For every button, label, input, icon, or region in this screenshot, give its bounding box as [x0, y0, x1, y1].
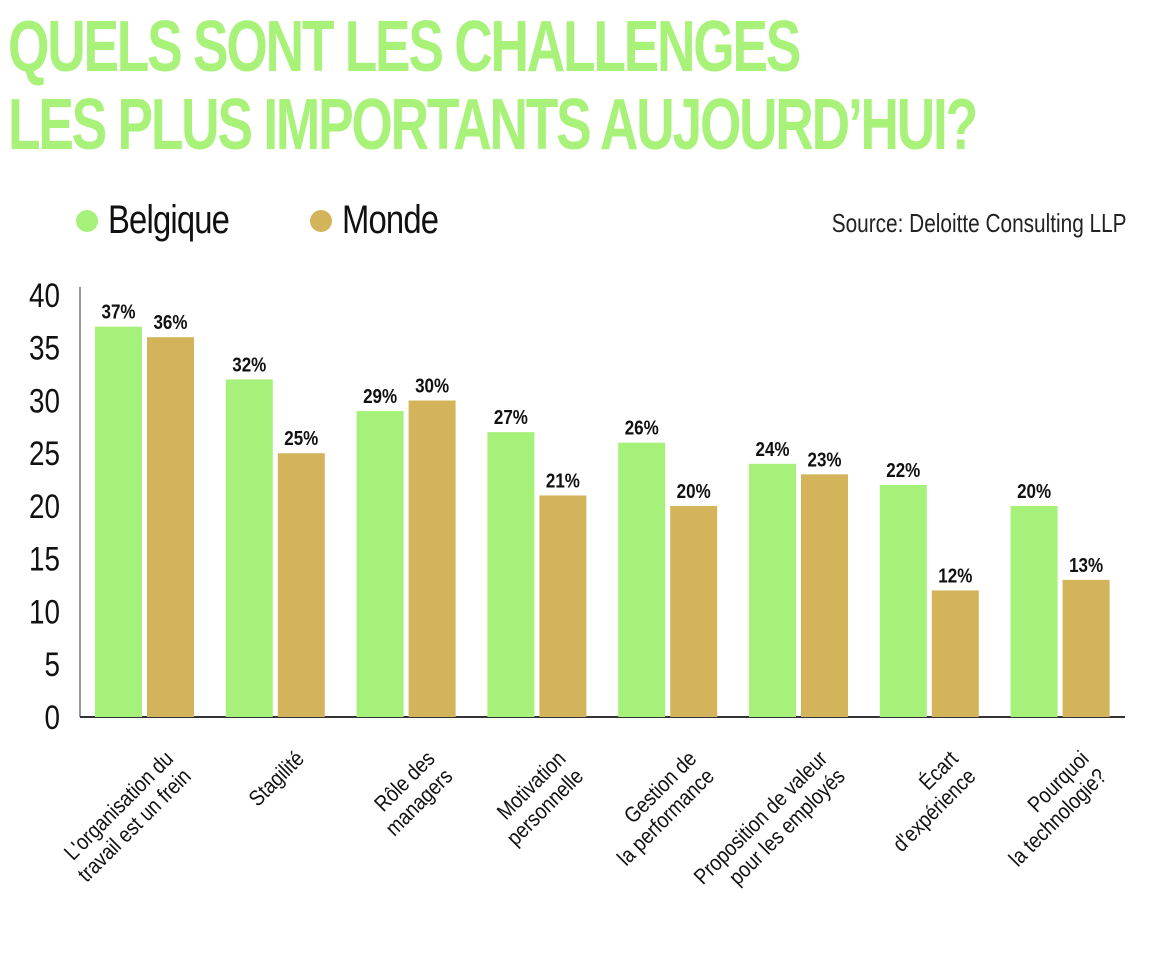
data-label-belgique: 20% — [1017, 480, 1051, 503]
bar-monde — [539, 495, 587, 717]
data-label-monde: 25% — [284, 427, 318, 450]
y-tick-label: 40 — [29, 276, 60, 314]
y-tick-label: 10 — [29, 593, 60, 631]
source-note: Source: Deloitte Consulting LLP — [832, 208, 1127, 238]
legend-item-monde: Monde — [309, 198, 459, 243]
y-tick-label: 20 — [29, 487, 60, 525]
data-label-monde: 13% — [1069, 554, 1103, 577]
chart-title: QUELS SONT LES CHALLENGES LES PLUS IMPOR… — [8, 7, 978, 165]
data-label-monde: 30% — [415, 374, 449, 397]
y-tick-label: 5 — [44, 646, 60, 684]
y-tick-label: 0 — [44, 698, 60, 736]
data-label-monde: 23% — [807, 448, 841, 471]
data-label-belgique: 37% — [101, 300, 135, 323]
bar-belgique — [95, 326, 142, 717]
legend-swatch-monde — [309, 209, 332, 232]
bar-monde — [670, 506, 718, 717]
category-label-line: Stagilité — [244, 746, 309, 811]
legend: Belgique Monde — [76, 198, 513, 243]
bar-monde — [408, 400, 456, 717]
bar-monde — [277, 453, 325, 717]
bar-monde — [931, 590, 979, 717]
legend-label-belgique: Belgique — [108, 198, 230, 242]
title-line-2: LES PLUS IMPORTANTS AUJOURD’HUI? — [8, 85, 978, 165]
legend-swatch-belgique — [76, 209, 98, 232]
legend-label-monde: Monde — [341, 198, 439, 242]
bar-monde — [1062, 579, 1110, 717]
y-tick-label: 25 — [29, 435, 60, 473]
y-tick-label: 30 — [29, 382, 60, 420]
title-line-1: QUELS SONT LES CHALLENGES — [8, 7, 801, 87]
data-label-monde: 12% — [938, 564, 972, 587]
data-label-monde: 20% — [677, 480, 711, 503]
bar-belgique — [1010, 506, 1058, 717]
data-label-belgique: 32% — [232, 353, 266, 376]
data-label-monde: 36% — [153, 311, 187, 334]
data-label-belgique: 29% — [363, 385, 397, 408]
category-label-group: Stagilité — [244, 746, 309, 811]
bar-belgique — [225, 379, 273, 717]
legend-item-belgique: Belgique — [76, 198, 256, 243]
bar-belgique — [879, 484, 927, 717]
bar-monde — [801, 474, 848, 717]
bar-belgique — [356, 411, 404, 717]
data-label-belgique: 22% — [886, 459, 920, 482]
data-label-belgique: 27% — [494, 406, 528, 429]
y-tick-label: 35 — [29, 329, 60, 367]
bar-belgique — [618, 442, 666, 717]
y-tick-label: 15 — [29, 540, 60, 578]
bar-monde — [147, 337, 194, 717]
data-label-belgique: 24% — [755, 437, 789, 460]
bar-belgique — [487, 432, 535, 717]
data-label-belgique: 26% — [625, 416, 659, 439]
bar-belgique — [749, 463, 796, 717]
data-label-monde: 21% — [546, 469, 580, 492]
